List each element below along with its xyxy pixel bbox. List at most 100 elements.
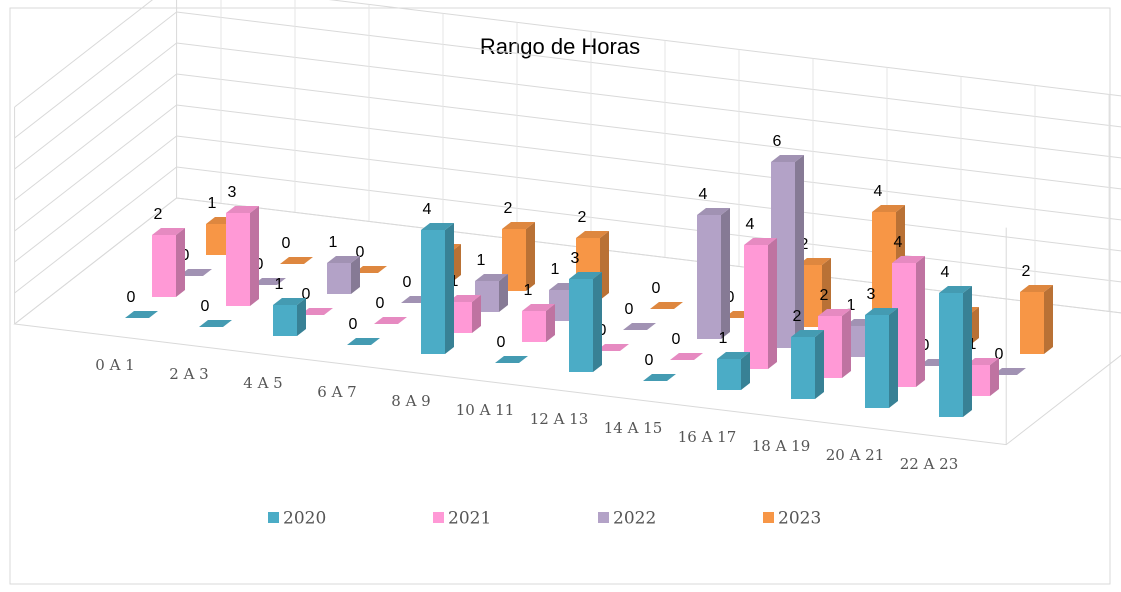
legend-label: 2022 xyxy=(613,509,656,529)
x-tick-label: 8 A 9 xyxy=(391,392,430,410)
value-label: 1 xyxy=(551,261,560,278)
bar-top xyxy=(421,223,454,230)
legend-swatch xyxy=(598,512,609,523)
bar-top xyxy=(569,272,602,279)
bar-top xyxy=(798,258,831,265)
bar-side xyxy=(815,330,824,399)
value-label: 2 xyxy=(800,236,809,253)
bar-top xyxy=(475,274,508,281)
x-tick-label: 12 A 13 xyxy=(530,410,589,428)
bar xyxy=(744,245,768,369)
bar xyxy=(717,359,741,390)
value-label: 0 xyxy=(127,289,136,306)
bar-top xyxy=(300,308,333,315)
bar xyxy=(569,279,593,372)
bar-side xyxy=(499,274,508,312)
bar xyxy=(791,337,815,399)
bar-side xyxy=(990,358,999,396)
bar xyxy=(865,315,889,408)
value-label: 0 xyxy=(726,289,735,306)
bar-top xyxy=(939,286,972,293)
bar-side xyxy=(741,352,750,390)
x-tick-label: 18 A 19 xyxy=(752,437,811,455)
x-tick-label: 6 A 7 xyxy=(317,383,356,401)
floor xyxy=(13,197,1121,446)
bar-top xyxy=(448,295,481,302)
bar-top xyxy=(865,308,898,315)
value-label: 0 xyxy=(403,274,412,291)
x-tick-label: 20 A 21 xyxy=(826,446,885,464)
value-label: 0 xyxy=(625,301,634,318)
bar-side xyxy=(842,309,851,378)
bar-top xyxy=(771,155,804,162)
bar-top xyxy=(354,266,387,273)
x-tick-label: 0 A 1 xyxy=(95,356,134,374)
bar-top xyxy=(280,257,313,264)
value-label: 2 xyxy=(504,200,513,217)
value-label: 1 xyxy=(208,195,217,212)
value-label: 3 xyxy=(867,286,876,303)
value-label: 0 xyxy=(282,235,291,252)
bar-top xyxy=(273,298,306,305)
bar-top xyxy=(1020,285,1053,292)
value-label: 1 xyxy=(719,330,728,347)
value-label: 0 xyxy=(255,256,264,273)
value-label: 2 xyxy=(578,209,587,226)
bar-side xyxy=(472,295,481,333)
bar-top xyxy=(697,208,730,215)
bar-side xyxy=(250,206,259,306)
value-label: 3 xyxy=(571,250,580,267)
legend-swatch xyxy=(268,512,279,523)
value-label: 1 xyxy=(477,252,486,269)
value-label: 0 xyxy=(349,316,358,333)
value-label: 0 xyxy=(356,244,365,261)
x-tick-label: 10 A 11 xyxy=(456,401,515,419)
value-label: 1 xyxy=(847,297,856,314)
value-label: 1 xyxy=(329,234,338,251)
bar-top xyxy=(152,228,185,235)
value-label: 1 xyxy=(275,276,284,293)
bar-side xyxy=(176,228,185,297)
bar-side xyxy=(600,231,609,300)
bar-top xyxy=(253,278,286,285)
value-label: 2 xyxy=(1022,263,1031,280)
chart-title: Rango de Horas xyxy=(480,34,640,59)
bar-side xyxy=(1044,285,1053,354)
bar-top xyxy=(744,238,777,245)
bar-top xyxy=(522,304,555,311)
bar-side xyxy=(768,238,777,369)
bar-side xyxy=(721,208,730,339)
bar-side xyxy=(889,308,898,408)
value-label: 0 xyxy=(598,322,607,339)
x-tick-label: 4 A 5 xyxy=(243,374,282,392)
bar-side xyxy=(963,286,972,417)
value-label: 2 xyxy=(820,287,829,304)
bar-top xyxy=(495,356,528,363)
bar xyxy=(152,235,176,297)
bar-top xyxy=(643,374,676,381)
bar xyxy=(697,215,721,339)
bar-top xyxy=(199,320,232,327)
bar xyxy=(327,263,351,294)
value-label: 2 xyxy=(154,206,163,223)
bar-top xyxy=(966,358,999,365)
value-label: 0 xyxy=(497,334,506,351)
value-label: 0 xyxy=(995,346,1004,363)
value-label: 6 xyxy=(773,133,782,150)
bar-top xyxy=(502,222,535,229)
value-label: 1 xyxy=(524,282,533,299)
value-label: 0 xyxy=(181,247,190,264)
value-label: 0 xyxy=(672,331,681,348)
bar-side xyxy=(351,256,360,294)
bar-top xyxy=(650,302,683,309)
bar-side xyxy=(546,304,555,342)
value-label: 0 xyxy=(921,337,930,354)
value-label: 4 xyxy=(941,264,950,281)
bar xyxy=(226,213,250,306)
bar-side xyxy=(916,256,925,387)
value-label: 4 xyxy=(423,201,432,218)
bar-top xyxy=(791,330,824,337)
legend-label: 2023 xyxy=(778,509,821,529)
bar-side xyxy=(452,244,461,282)
